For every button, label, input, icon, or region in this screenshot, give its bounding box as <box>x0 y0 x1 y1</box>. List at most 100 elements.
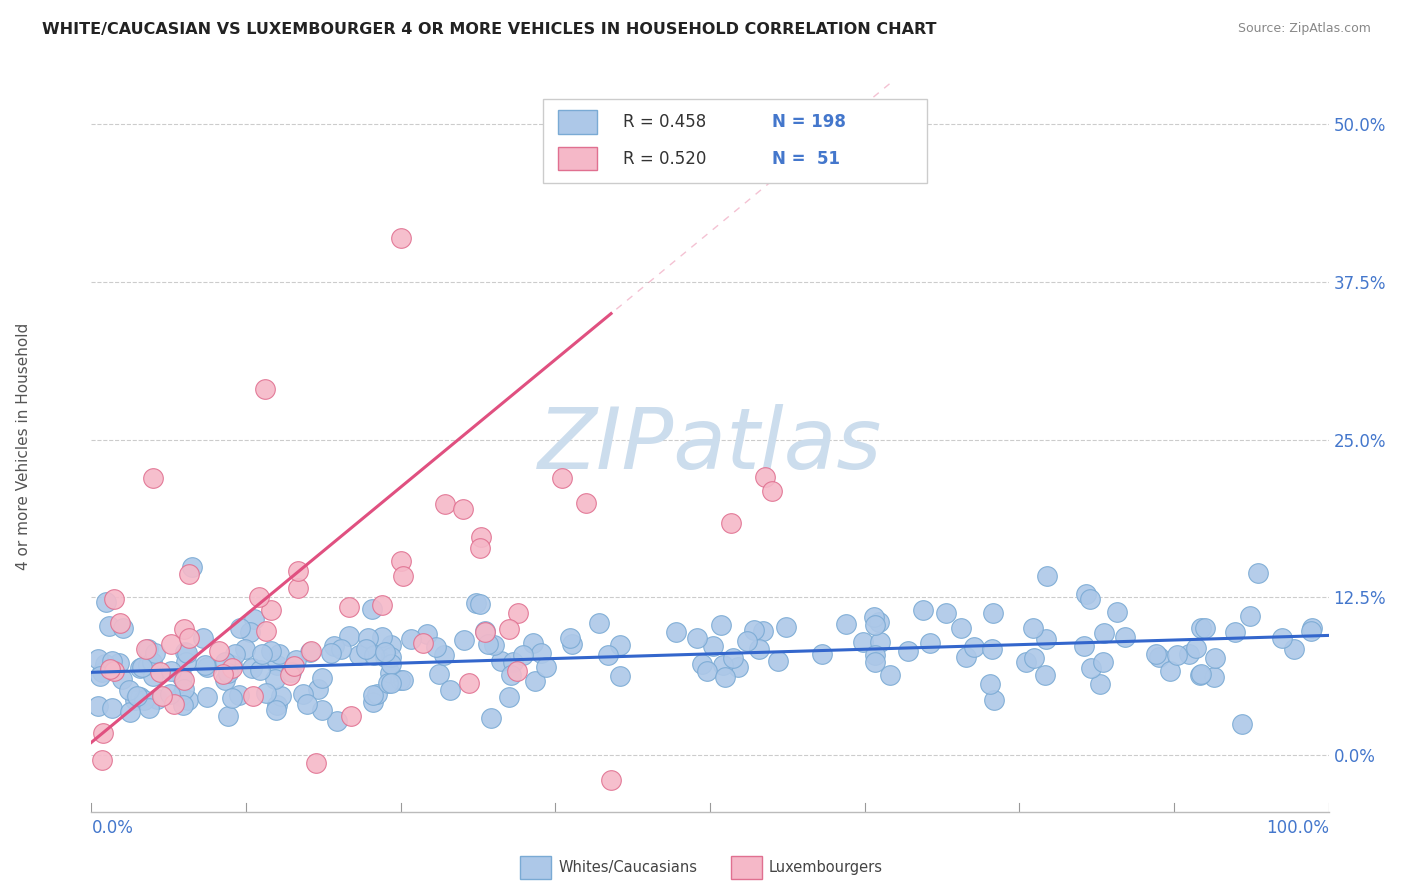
Point <box>470 530 492 544</box>
Point <box>240 661 263 675</box>
Point <box>862 610 884 624</box>
Point <box>292 687 315 701</box>
Point <box>221 658 243 673</box>
Point <box>195 660 218 674</box>
Point <box>214 673 236 688</box>
Point <box>136 642 159 657</box>
Point <box>260 643 283 657</box>
Point <box>1080 661 1102 675</box>
Point <box>911 603 934 617</box>
Point <box>380 638 402 652</box>
Point <box>392 569 415 583</box>
Point <box>498 690 520 704</box>
Point <box>775 620 797 634</box>
Point <box>170 689 193 703</box>
Point <box>330 641 353 656</box>
Point <box>173 681 195 696</box>
Point <box>378 666 401 681</box>
Point <box>287 564 309 578</box>
Point <box>1073 640 1095 654</box>
Point <box>142 669 165 683</box>
Point <box>101 654 124 668</box>
Point <box>470 541 492 555</box>
Point <box>299 644 322 658</box>
Point <box>228 688 250 702</box>
Point <box>321 647 343 661</box>
Point <box>138 701 160 715</box>
Point <box>727 659 749 673</box>
Point <box>811 647 834 661</box>
Point <box>1036 569 1059 583</box>
Text: N =  51: N = 51 <box>772 150 839 168</box>
Point <box>152 689 174 703</box>
Point <box>868 615 890 629</box>
Point <box>897 643 920 657</box>
Point <box>111 621 134 635</box>
Point <box>474 624 496 639</box>
Point <box>470 597 492 611</box>
Point <box>135 642 157 657</box>
Point <box>128 690 150 704</box>
Point <box>323 639 346 653</box>
Point <box>600 773 623 788</box>
Text: Luxembourgers: Luxembourgers <box>769 860 883 874</box>
Point <box>457 676 479 690</box>
Point <box>131 660 153 674</box>
Point <box>363 688 385 702</box>
Point <box>247 590 270 604</box>
Point <box>170 670 193 684</box>
Point <box>233 641 256 656</box>
Point <box>103 664 125 678</box>
Point <box>305 756 328 770</box>
Point <box>439 683 461 698</box>
Point <box>217 708 239 723</box>
Point <box>128 661 150 675</box>
Point <box>87 698 110 713</box>
Point <box>280 668 302 682</box>
FancyBboxPatch shape <box>558 147 598 170</box>
Point <box>416 626 439 640</box>
Point <box>1299 624 1322 639</box>
Point <box>194 657 217 672</box>
Text: R = 0.520: R = 0.520 <box>623 150 707 168</box>
Point <box>1015 655 1038 669</box>
Point <box>502 656 524 670</box>
Point <box>349 648 371 662</box>
Point <box>550 470 572 484</box>
Point <box>983 606 1005 620</box>
Point <box>249 663 271 677</box>
Point <box>287 581 309 595</box>
Point <box>696 664 718 678</box>
Text: ZIPatlas: ZIPatlas <box>538 404 882 488</box>
Point <box>125 689 148 703</box>
Point <box>263 672 285 686</box>
Point <box>266 657 288 672</box>
Point <box>1191 621 1213 635</box>
Point <box>380 649 402 664</box>
Point <box>160 637 183 651</box>
Point <box>742 623 765 637</box>
Point <box>1090 677 1112 691</box>
Point <box>530 646 553 660</box>
Point <box>374 650 396 665</box>
Point <box>575 496 598 510</box>
Point <box>752 624 775 638</box>
Point <box>172 698 194 713</box>
Point <box>174 655 197 669</box>
Point <box>754 470 776 484</box>
Point <box>134 693 156 707</box>
Point <box>768 654 790 668</box>
Point <box>254 686 277 700</box>
Point <box>228 621 250 635</box>
Point <box>143 646 166 660</box>
Point <box>389 553 412 567</box>
Point <box>1301 621 1323 635</box>
Text: WHITE/CAUCASIAN VS LUXEMBOURGER 4 OR MORE VEHICLES IN HOUSEHOLD CORRELATION CHAR: WHITE/CAUCASIAN VS LUXEMBOURGER 4 OR MOR… <box>42 22 936 37</box>
Point <box>1225 624 1247 639</box>
Point <box>950 621 973 635</box>
Point <box>380 675 402 690</box>
Point <box>588 616 610 631</box>
Point <box>412 636 434 650</box>
Point <box>1105 605 1128 619</box>
Point <box>326 714 349 729</box>
